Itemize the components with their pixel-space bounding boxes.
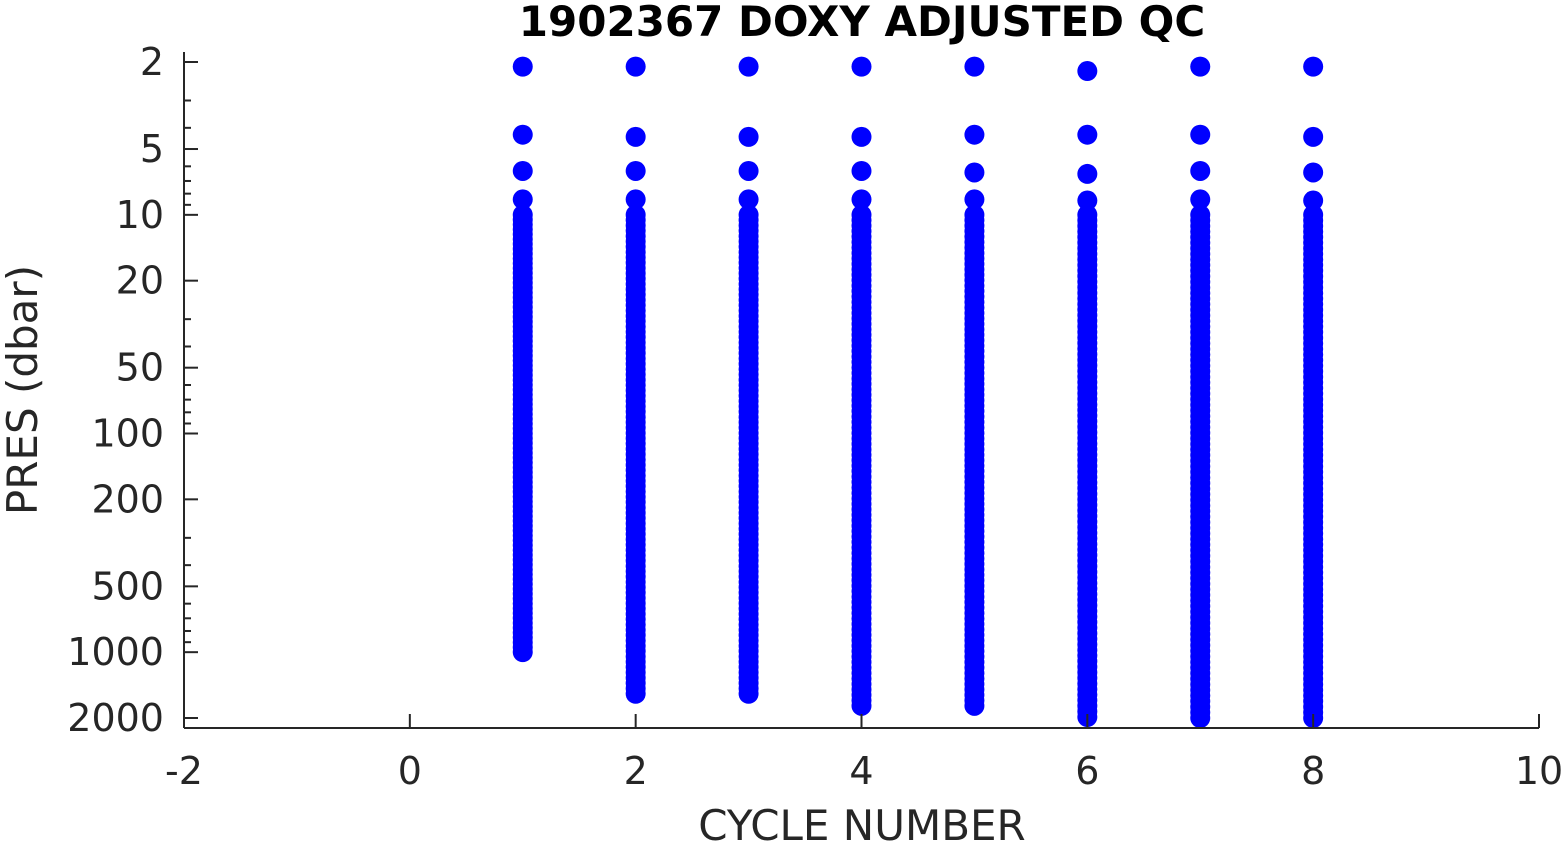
data-point <box>625 683 646 704</box>
data-point <box>1190 56 1211 77</box>
data-point <box>1190 189 1211 210</box>
y-tick-label: 20 <box>116 259 164 303</box>
data-point <box>964 189 985 210</box>
x-tick-label: 0 <box>398 749 422 793</box>
y-axis-ticks: 2 5 10 20 50 100 200 500 1000 2000 <box>67 40 198 740</box>
plot-area <box>512 56 1324 728</box>
data-point <box>625 126 646 147</box>
data-point <box>1190 160 1211 181</box>
data-point <box>512 124 533 145</box>
y-tick-label: 500 <box>91 564 164 608</box>
data-point <box>625 56 646 77</box>
x-tick-label: 2 <box>624 749 648 793</box>
x-tick-label: 4 <box>849 749 873 793</box>
y-tick-label: 2 <box>140 40 164 84</box>
data-point <box>964 56 985 77</box>
y-tick-label: 5 <box>140 127 164 171</box>
data-point <box>851 189 872 210</box>
x-axis-ticks: -2 0 2 4 6 8 10 <box>165 714 1563 793</box>
y-tick-label: 10 <box>116 193 164 237</box>
data-point <box>512 56 533 77</box>
data-point <box>1077 163 1098 184</box>
data-point <box>738 189 759 210</box>
data-point <box>1077 61 1098 82</box>
x-tick-label: -2 <box>165 749 203 793</box>
data-point <box>738 126 759 147</box>
data-point <box>1077 190 1098 211</box>
data-point <box>738 56 759 77</box>
data-point <box>1303 162 1324 183</box>
data-point <box>512 189 533 210</box>
y-tick-label: 50 <box>116 346 164 390</box>
y-tick-label: 200 <box>91 477 164 521</box>
y-tick-label: 100 <box>91 412 164 456</box>
x-tick-label: 10 <box>1515 749 1563 793</box>
x-tick-label: 8 <box>1301 749 1325 793</box>
data-point <box>851 695 872 716</box>
data-point <box>512 642 533 663</box>
data-point <box>625 189 646 210</box>
data-point <box>964 695 985 716</box>
data-point <box>1303 190 1324 211</box>
data-point <box>964 162 985 183</box>
data-point <box>1190 708 1211 728</box>
data-point <box>851 56 872 77</box>
x-axis-title: CYCLE NUMBER <box>698 801 1026 844</box>
x-tick-label: 6 <box>1075 749 1099 793</box>
data-point <box>1077 124 1098 145</box>
data-point <box>964 124 985 145</box>
data-point <box>625 160 646 181</box>
data-point <box>851 126 872 147</box>
data-point <box>1303 56 1324 77</box>
y-tick-label: 1000 <box>67 630 164 674</box>
data-point <box>738 160 759 181</box>
data-point <box>1190 124 1211 145</box>
data-point <box>1303 126 1324 147</box>
chart-title: 1902367 DOXY ADJUSTED QC <box>519 0 1205 46</box>
y-tick-label: 2000 <box>67 696 164 740</box>
data-point <box>738 683 759 704</box>
y-axis-title: PRES (dbar) <box>0 265 47 515</box>
data-point <box>512 160 533 181</box>
data-point <box>851 160 872 181</box>
